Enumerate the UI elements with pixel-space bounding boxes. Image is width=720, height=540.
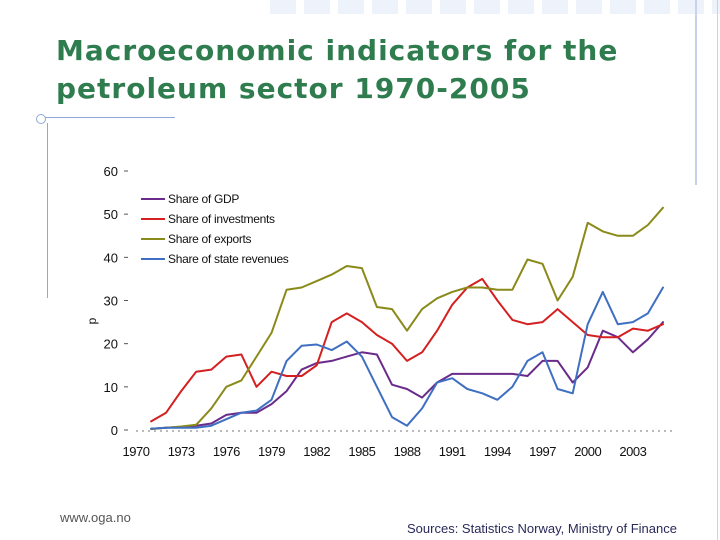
y-tick-label: 0 — [111, 423, 118, 438]
header-decor-band — [270, 0, 720, 14]
footer-sources: Sources: Statistics Norway, Ministry of … — [407, 521, 677, 536]
x-tick-label: 1991 — [439, 444, 466, 459]
x-tick-label: 1982 — [303, 444, 330, 459]
y-axis-label: p — [85, 317, 99, 324]
y-tick-label: 40 — [104, 250, 118, 265]
x-tick-label: 1976 — [213, 444, 240, 459]
x-tick-label: 1970 — [123, 444, 150, 459]
y-tick-label: 10 — [104, 380, 118, 395]
y-tick-label: 30 — [104, 294, 118, 309]
x-tick-label: 1985 — [348, 444, 375, 459]
decor-line — [695, 0, 697, 185]
legend-label: Share of GDP — [168, 192, 239, 206]
series-line-share-of-investments — [150, 277, 664, 423]
x-tick-label: 2003 — [619, 444, 646, 459]
legend-label: Share of investments — [168, 212, 275, 226]
x-tick-label: 1979 — [258, 444, 285, 459]
legend-label: Share of exports — [168, 232, 252, 246]
legend-label: Share of state revenues — [168, 252, 289, 266]
decor-line — [717, 0, 718, 540]
title-underline — [40, 117, 175, 118]
decor-circle-marker — [36, 114, 46, 124]
x-tick-label: 1973 — [168, 444, 195, 459]
series-line-share-of-gdp — [150, 321, 664, 430]
x-tick-label: 1997 — [529, 444, 556, 459]
x-tick-label: 2000 — [574, 444, 601, 459]
y-tick-label: 60 — [104, 164, 118, 179]
y-tick-label: 50 — [104, 207, 118, 222]
footer-website[interactable]: www.oga.no — [60, 510, 131, 525]
series-line-share-of-state-revenues — [150, 286, 664, 430]
x-tick-label: 1994 — [484, 444, 511, 459]
y-tick-label: 20 — [104, 337, 118, 352]
x-tick-label: 1988 — [394, 444, 421, 459]
slide-title: Macroeconomic indicators for the petrole… — [56, 34, 619, 105]
decor-side-line — [47, 123, 48, 298]
series-line-share-of-exports — [150, 206, 664, 431]
